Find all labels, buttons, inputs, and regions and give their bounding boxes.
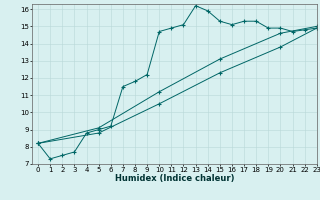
- X-axis label: Humidex (Indice chaleur): Humidex (Indice chaleur): [115, 174, 234, 183]
